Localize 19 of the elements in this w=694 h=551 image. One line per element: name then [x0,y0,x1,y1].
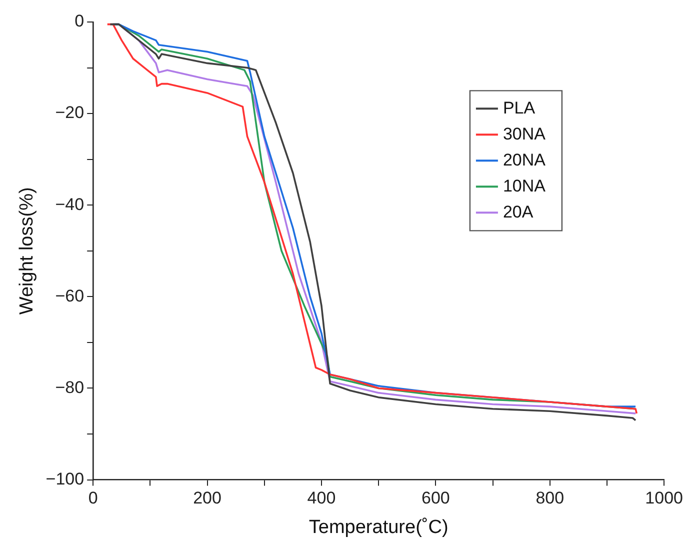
y-tick-label: −80 [55,378,84,397]
x-axis-title: Temperature(˚C) [308,516,448,538]
x-tick-label: 1000 [645,488,684,508]
legend-label: PLA [502,98,536,118]
x-tick-label: 200 [193,488,222,508]
legend-label: 20A [502,202,534,222]
x-tick-label: 800 [536,488,564,508]
legend-label: 30NA [502,124,546,144]
legend-label: 20NA [502,150,546,170]
y-tick-label: −20 [55,103,84,122]
x-tick-label: 600 [422,488,450,508]
y-axis-title: Weight loss(%) [16,187,38,315]
y-tick-label: −60 [55,286,84,306]
x-tick-label: 400 [307,488,336,508]
legend-label: 10NA [502,176,546,196]
y-tick-label: −100 [46,469,84,488]
x-tick-label: 0 [88,488,98,508]
y-tick-label: −40 [55,194,84,214]
y-tick-label: 0 [74,12,84,31]
